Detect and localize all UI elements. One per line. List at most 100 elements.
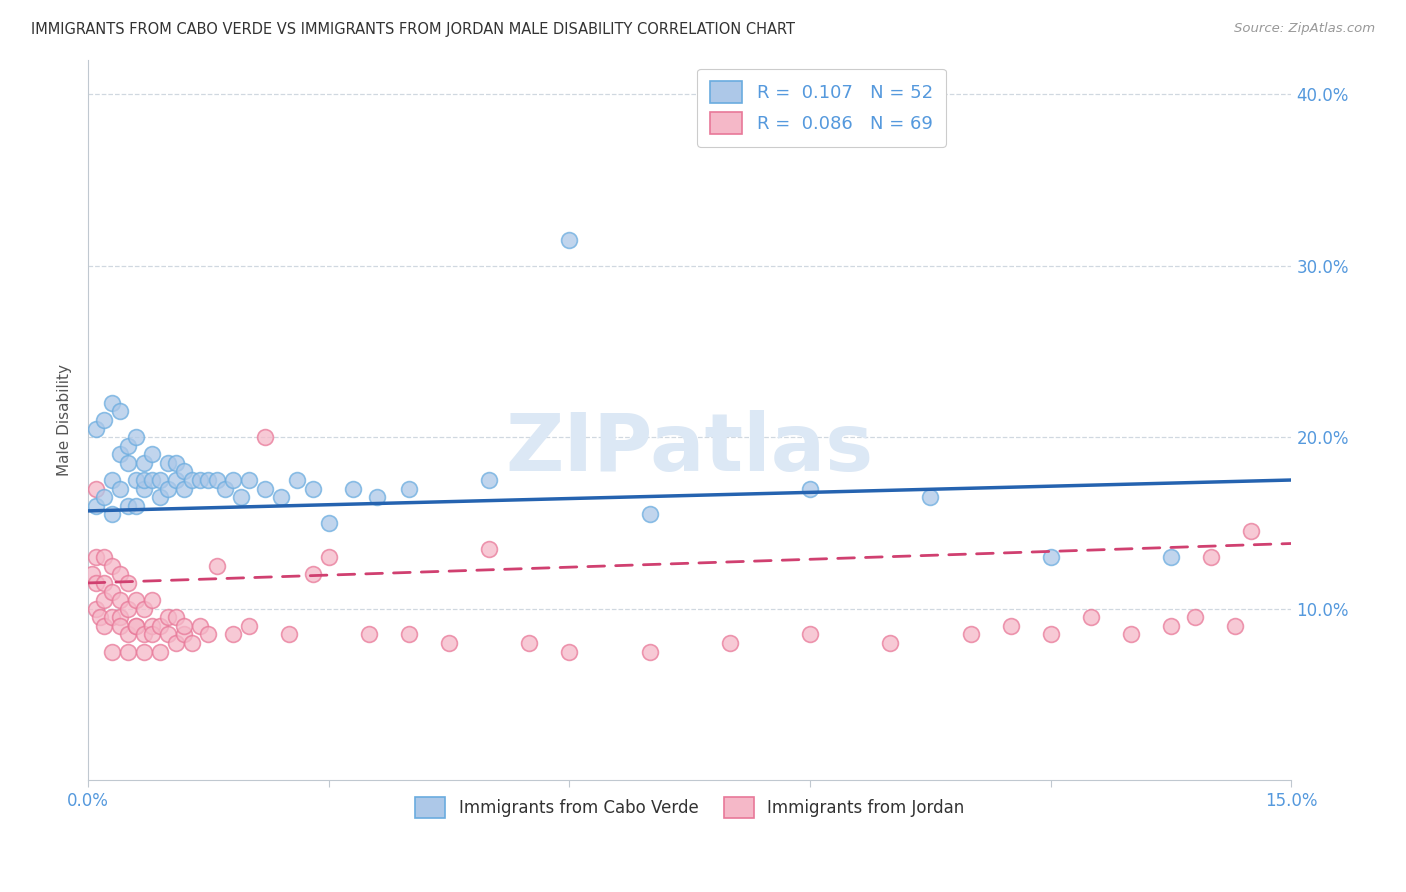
Point	[125, 619, 148, 633]
Point	[101, 473, 124, 487]
Point	[157, 456, 180, 470]
Point	[84, 421, 107, 435]
Point	[181, 636, 204, 650]
Point	[799, 482, 821, 496]
Point	[110, 619, 132, 633]
Text: Source: ZipAtlas.com: Source: ZipAtlas.com	[1234, 22, 1375, 36]
Point	[84, 499, 107, 513]
Point	[238, 619, 260, 633]
Point	[165, 610, 187, 624]
Point	[84, 601, 107, 615]
Point	[84, 576, 107, 591]
Point	[638, 508, 661, 522]
Point	[1080, 610, 1102, 624]
Point	[173, 482, 195, 496]
Point	[1119, 627, 1142, 641]
Point	[149, 619, 172, 633]
Point	[253, 430, 276, 444]
Point	[366, 490, 388, 504]
Point	[117, 576, 139, 591]
Point	[149, 490, 172, 504]
Point	[93, 593, 115, 607]
Point	[110, 404, 132, 418]
Point	[879, 636, 901, 650]
Text: IMMIGRANTS FROM CABO VERDE VS IMMIGRANTS FROM JORDAN MALE DISABILITY CORRELATION: IMMIGRANTS FROM CABO VERDE VS IMMIGRANTS…	[31, 22, 794, 37]
Point	[134, 644, 156, 658]
Point	[165, 473, 187, 487]
Point	[718, 636, 741, 650]
Point	[125, 473, 148, 487]
Point	[301, 482, 323, 496]
Point	[478, 473, 501, 487]
Point	[141, 447, 163, 461]
Point	[101, 396, 124, 410]
Point	[149, 473, 172, 487]
Point	[134, 456, 156, 470]
Point	[110, 610, 132, 624]
Point	[398, 627, 420, 641]
Point	[318, 516, 340, 530]
Point	[157, 610, 180, 624]
Point	[342, 482, 364, 496]
Point	[101, 644, 124, 658]
Point	[101, 558, 124, 573]
Point	[270, 490, 292, 504]
Point	[84, 550, 107, 565]
Point	[149, 644, 172, 658]
Point	[165, 636, 187, 650]
Point	[799, 627, 821, 641]
Point	[173, 619, 195, 633]
Point	[125, 430, 148, 444]
Point	[229, 490, 252, 504]
Point	[214, 482, 236, 496]
Point	[93, 550, 115, 565]
Point	[357, 627, 380, 641]
Point	[1160, 619, 1182, 633]
Point	[277, 627, 299, 641]
Point	[117, 601, 139, 615]
Point	[285, 473, 308, 487]
Point	[638, 644, 661, 658]
Point	[134, 482, 156, 496]
Point	[110, 593, 132, 607]
Point	[157, 627, 180, 641]
Point	[197, 473, 219, 487]
Point	[117, 627, 139, 641]
Point	[110, 567, 132, 582]
Point	[141, 619, 163, 633]
Point	[101, 610, 124, 624]
Point	[1039, 627, 1062, 641]
Point	[181, 473, 204, 487]
Point	[205, 473, 228, 487]
Point	[117, 439, 139, 453]
Point	[125, 499, 148, 513]
Text: ZIPatlas: ZIPatlas	[506, 409, 875, 488]
Point	[1184, 610, 1206, 624]
Point	[437, 636, 460, 650]
Point	[141, 593, 163, 607]
Point	[134, 601, 156, 615]
Point	[221, 473, 243, 487]
Point	[253, 482, 276, 496]
Point	[318, 550, 340, 565]
Point	[101, 508, 124, 522]
Point	[117, 456, 139, 470]
Point	[89, 610, 111, 624]
Point	[82, 567, 104, 582]
Point	[478, 541, 501, 556]
Point	[141, 473, 163, 487]
Point	[93, 413, 115, 427]
Point	[1199, 550, 1222, 565]
Point	[190, 473, 212, 487]
Y-axis label: Male Disability: Male Disability	[58, 364, 72, 476]
Point	[110, 447, 132, 461]
Point	[1000, 619, 1022, 633]
Point	[558, 233, 581, 247]
Point	[110, 482, 132, 496]
Point	[134, 627, 156, 641]
Point	[117, 499, 139, 513]
Point	[190, 619, 212, 633]
Point	[519, 636, 541, 650]
Point	[1039, 550, 1062, 565]
Point	[205, 558, 228, 573]
